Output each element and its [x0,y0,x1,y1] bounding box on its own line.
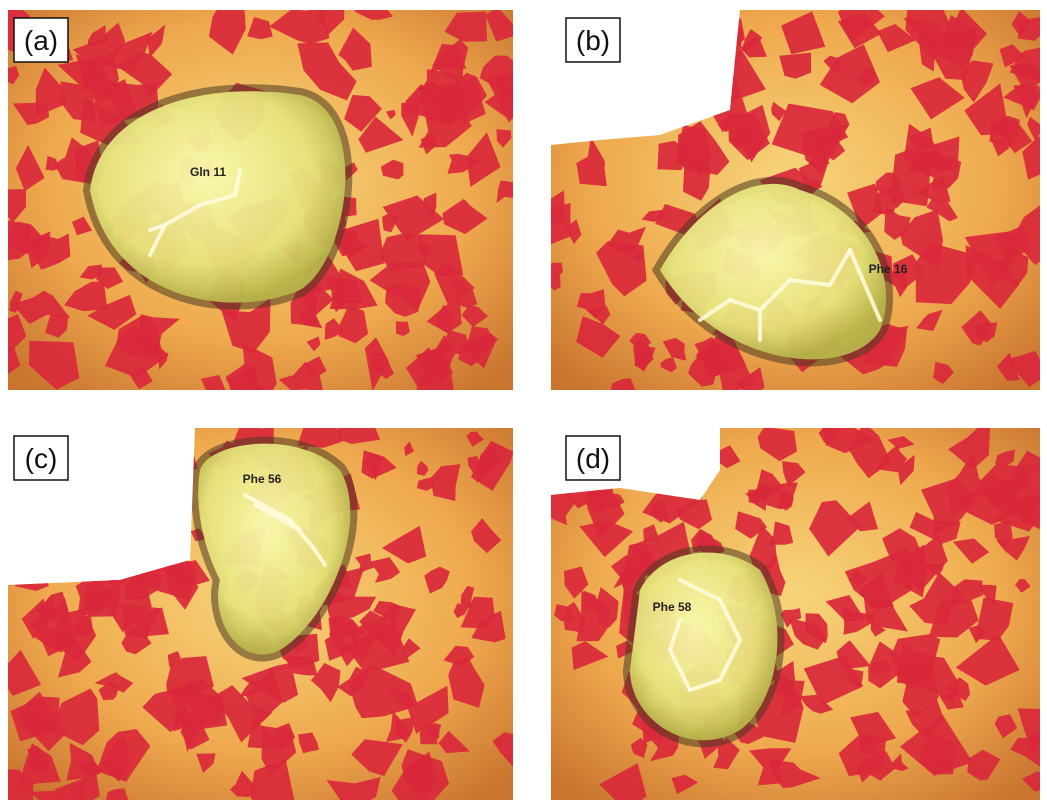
surface-patch [9,500,56,551]
surface-patch [7,546,64,582]
surface-patch [70,478,123,504]
page: Gln 11 Phe 16 Phe 56 Phe 58 (a) (b) (c) (d)… [0,0,1047,803]
panel [0,407,519,803]
surface-patch [702,23,733,65]
surface-patch [637,7,650,22]
surface-patch [621,115,634,133]
surface-patch [122,513,150,537]
panel-label: (b) [576,25,610,56]
surface-patch [108,507,144,551]
surface-patch [656,13,682,32]
surface-patch [535,190,565,226]
label-box: (a) [14,18,68,62]
label-box: (d) [566,436,620,480]
surface-patch [673,420,708,451]
surface-patch [337,407,380,444]
surface-patch [122,460,141,482]
surface-patch [81,427,104,446]
figure: Gln 11 Phe 16 Phe 56 Phe 58 (a) (b) (c) (d) [0,0,1047,803]
surface-patch [135,538,166,566]
surface-patch [657,0,721,53]
surface-patch [570,62,605,93]
surface-patch [631,54,684,90]
label-box: (c) [14,436,68,480]
residue-label: Phe 58 [653,600,692,614]
surface-patch [891,148,931,207]
cavity [630,553,777,741]
surface-patch [120,511,169,549]
panel-label: (d) [576,443,610,474]
residue-label: Gln 11 [190,165,226,179]
surface-patch [548,81,589,132]
panel-label: (a) [24,25,58,56]
label-box: (b) [566,18,620,62]
residue-label: Phe 56 [243,472,282,486]
residue-label: Phe 16 [869,262,908,276]
panel-label: (c) [25,443,58,474]
surface-patch [14,546,44,578]
panel [0,0,532,414]
